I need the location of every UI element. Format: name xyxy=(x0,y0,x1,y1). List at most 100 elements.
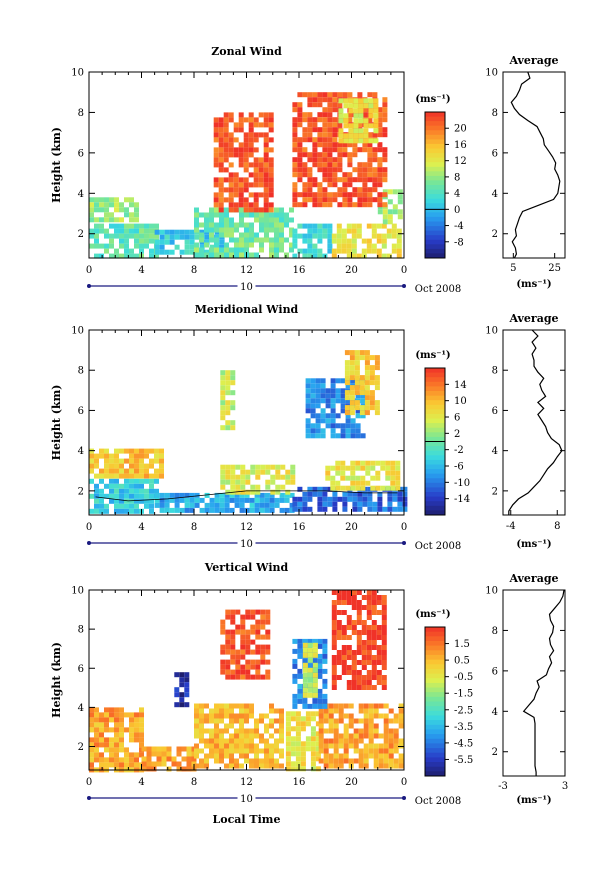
heatmap-cell xyxy=(357,496,363,502)
colorbar-segment xyxy=(425,153,445,159)
heatmap-cell xyxy=(250,649,256,655)
heatmap-cell xyxy=(327,142,333,148)
heatmap-cell xyxy=(279,738,284,744)
heatmap-cell xyxy=(129,253,134,259)
heatmap-cell xyxy=(367,117,373,123)
heatmap-cell xyxy=(224,252,229,258)
heatmap-cell xyxy=(279,212,284,218)
heatmap-cell xyxy=(260,619,266,625)
heatmap-cell xyxy=(214,733,219,739)
heatmap-cell xyxy=(104,217,109,223)
heatmap-cell xyxy=(367,202,373,208)
heatmap-cell xyxy=(199,728,204,734)
heatmap-cell xyxy=(94,202,99,208)
heatmap-cell xyxy=(380,460,386,466)
heatmap-cell xyxy=(360,475,366,481)
heatmap-cell xyxy=(332,147,338,153)
heatmap-cell xyxy=(383,718,389,724)
heatmap-cell xyxy=(373,703,379,709)
heatmap-cell xyxy=(104,212,109,218)
heatmap-cell xyxy=(373,758,379,764)
heatmap-cell xyxy=(233,152,239,158)
heatmap-cell xyxy=(250,489,256,495)
heatmap-cell xyxy=(239,743,244,749)
profile-line xyxy=(510,71,561,259)
heatmap-cell xyxy=(310,433,316,439)
heatmap-cell xyxy=(290,746,296,752)
heatmap-cell xyxy=(240,634,246,640)
heatmap-cell xyxy=(372,506,378,512)
heatmap-cell xyxy=(397,491,403,497)
heatmap-cell xyxy=(259,713,264,719)
heatmap-cell xyxy=(351,675,357,680)
heatmap-cell xyxy=(259,247,264,253)
heatmap-cell xyxy=(398,753,404,759)
heatmap-cell xyxy=(119,757,124,763)
heatmap-cell xyxy=(353,103,359,109)
heatmap-cell xyxy=(347,112,353,118)
heatmap-cell xyxy=(354,355,360,361)
heatmap-cell xyxy=(104,762,109,768)
heatmap-cell xyxy=(164,249,170,255)
profile-y-tick-label: 4 xyxy=(492,446,498,457)
heatmap-cell xyxy=(322,187,328,193)
heatmap-cell xyxy=(364,385,370,391)
heatmap-cell xyxy=(159,463,164,469)
heatmap-cell xyxy=(366,590,372,595)
heatmap-cell xyxy=(362,182,368,188)
heatmap-cell xyxy=(225,639,231,645)
heatmap-cell xyxy=(332,162,338,168)
heatmap-cell xyxy=(367,152,373,158)
heatmap-cell xyxy=(338,763,344,769)
heatmap-cell xyxy=(377,182,383,188)
heatmap-cell xyxy=(346,248,352,254)
x-tick-label: 8 xyxy=(191,265,197,276)
heatmap-cell xyxy=(134,458,139,464)
heatmap-cell xyxy=(263,157,269,163)
heatmap-cell xyxy=(374,380,380,386)
heatmap-cell xyxy=(332,92,338,98)
heatmap-cell xyxy=(292,243,298,249)
heatmap-cell xyxy=(109,202,114,208)
heatmap-cell xyxy=(347,172,353,178)
heatmap-cell xyxy=(174,502,180,508)
heatmap-cell xyxy=(292,107,298,113)
heatmap-cell xyxy=(250,629,256,635)
heatmap-cell xyxy=(218,207,224,213)
heatmap-cell xyxy=(248,182,254,188)
heatmap-cell xyxy=(194,222,199,228)
heatmap-cell xyxy=(356,590,362,595)
heatmap-cell xyxy=(248,152,254,158)
heatmap-cell xyxy=(369,390,375,396)
heatmap-cell xyxy=(381,635,387,640)
heatmap-cell xyxy=(229,703,234,709)
heatmap-cell xyxy=(297,643,303,649)
heatmap-cell xyxy=(373,98,379,104)
heatmap-cell xyxy=(381,675,387,680)
heatmap-cell xyxy=(381,253,387,259)
heatmap-cell xyxy=(378,733,384,739)
heatmap-cell xyxy=(341,595,347,600)
heatmap-cell xyxy=(351,660,357,665)
heatmap-cell xyxy=(234,763,239,769)
heatmap-cell xyxy=(184,687,190,693)
heatmap-cell xyxy=(397,199,403,205)
heatmap-cell xyxy=(338,128,344,134)
heatmap-cell xyxy=(248,137,254,143)
heatmap-cell xyxy=(89,197,94,203)
heatmap-cell xyxy=(302,638,308,644)
heatmap-cell xyxy=(318,723,324,729)
heatmap-cell xyxy=(99,243,104,249)
heatmap-cell xyxy=(114,498,119,504)
heatmap-cell xyxy=(331,630,337,635)
heatmap-cell xyxy=(229,738,234,744)
heatmap-cell xyxy=(289,247,294,253)
heatmap-cell xyxy=(320,383,326,389)
heatmap-cell xyxy=(336,590,342,595)
heatmap-cell xyxy=(255,484,261,490)
heatmap-cell xyxy=(109,253,114,259)
heatmap-cell xyxy=(376,625,382,630)
heatmap-cell xyxy=(289,232,294,238)
heatmap-cell xyxy=(264,728,269,734)
heatmap-cell xyxy=(295,716,301,722)
